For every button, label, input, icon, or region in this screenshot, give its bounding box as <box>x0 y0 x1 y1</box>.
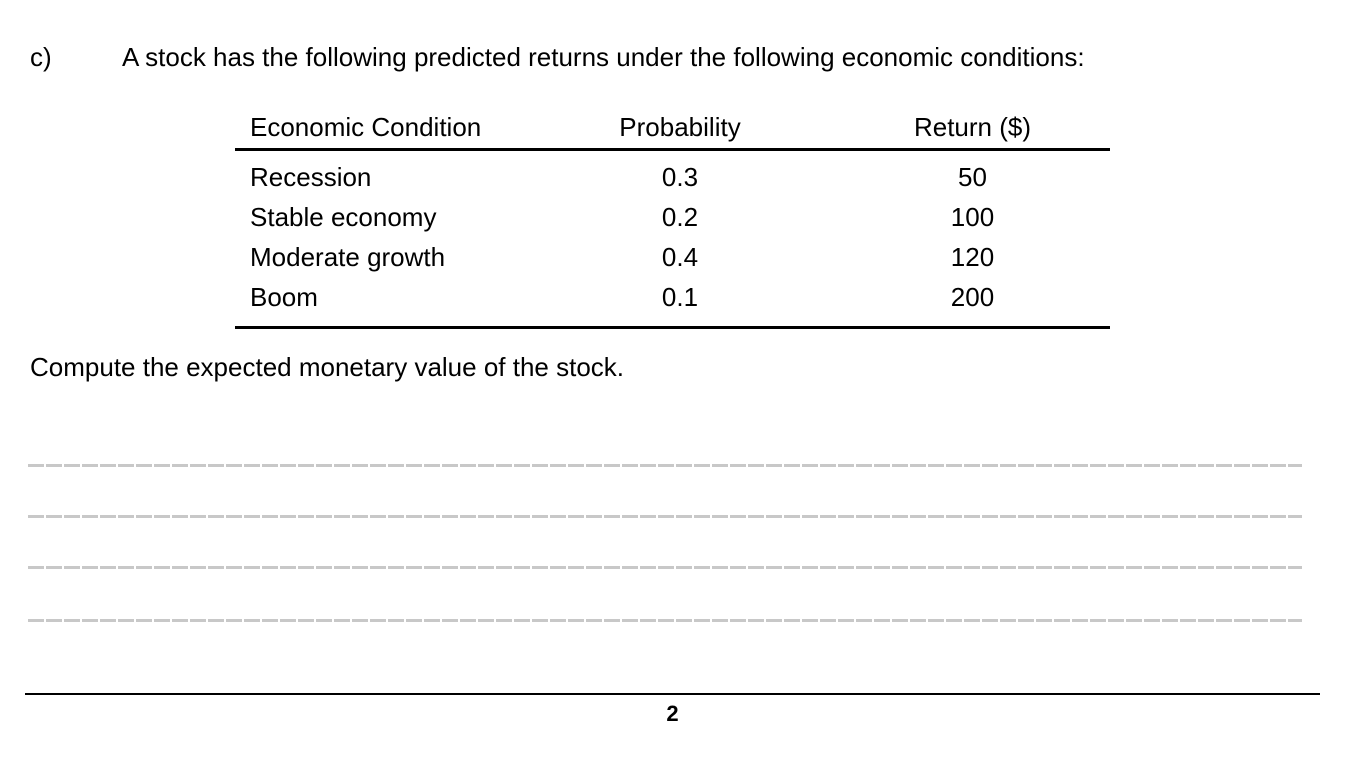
probability-cell: 0.1 <box>661 281 699 312</box>
returns-table-header-row: Economic Condition Probability Return ($… <box>235 112 1110 151</box>
condition-cell: Boom <box>250 281 318 312</box>
table-row: Stable economy 0.2 100 <box>235 197 1110 237</box>
answer-blank-line <box>28 515 1302 518</box>
returns-table-body: Recession 0.3 50 Stable economy 0.2 100 … <box>235 151 1110 329</box>
question-item-label: c) <box>30 42 52 72</box>
table-row: Boom 0.1 200 <box>235 277 1110 317</box>
returns-table: Economic Condition Probability Return ($… <box>235 112 1110 329</box>
table-row: Moderate growth 0.4 120 <box>235 237 1110 277</box>
return-cell: 100 <box>950 201 995 232</box>
answer-area <box>28 464 1302 670</box>
answer-blank-line <box>28 619 1302 622</box>
question-intro-text: A stock has the following predicted retu… <box>122 42 1085 72</box>
column-header-economic-condition: Economic Condition <box>250 112 482 142</box>
condition-cell: Moderate growth <box>250 241 446 272</box>
footer-divider <box>25 693 1320 695</box>
probability-cell: 0.2 <box>661 201 699 232</box>
column-header-return: Return ($) <box>913 112 1032 142</box>
column-header-probability: Probability <box>619 112 741 142</box>
table-row: Recession 0.3 50 <box>235 157 1110 197</box>
condition-cell: Stable economy <box>250 201 437 232</box>
condition-cell: Recession <box>250 161 372 192</box>
answer-blank-line <box>28 566 1302 569</box>
page-number: 2 <box>666 701 679 726</box>
task-instruction-text: Compute the expected monetary value of t… <box>30 352 625 382</box>
return-cell: 50 <box>958 161 987 192</box>
return-cell: 200 <box>950 281 995 312</box>
probability-cell: 0.4 <box>661 241 699 272</box>
return-cell: 120 <box>950 241 995 272</box>
probability-cell: 0.3 <box>661 161 699 192</box>
answer-blank-line <box>28 464 1302 467</box>
